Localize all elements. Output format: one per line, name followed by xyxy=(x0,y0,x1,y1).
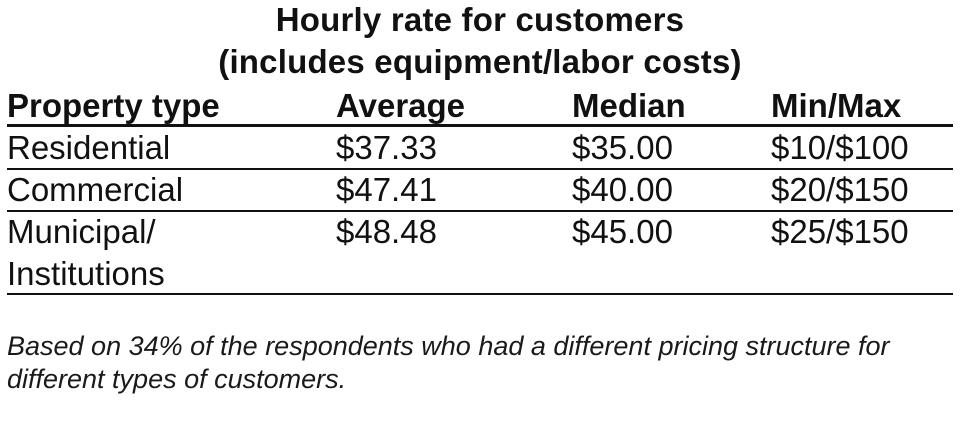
cell-min-max: $20/$150 xyxy=(771,171,909,208)
cell-median: $40.00 xyxy=(572,171,673,208)
cell-median: $45.00 xyxy=(572,213,673,250)
footnote: Based on 34% of the respondents who had … xyxy=(7,331,890,394)
title-line-1: Hourly rate for customers xyxy=(275,1,685,38)
cell-average: $37.33 xyxy=(336,129,437,166)
cell-property-type-continued: Institutions xyxy=(7,255,165,292)
header-median: Median xyxy=(572,87,686,124)
cell-average: $47.41 xyxy=(336,171,437,208)
cell-property-type: Municipal/ xyxy=(7,213,156,250)
cell-min-max: $25/$150 xyxy=(771,213,909,250)
header-min-max: Min/Max xyxy=(771,87,902,124)
cell-property-type: Residential xyxy=(7,129,171,166)
header-divider xyxy=(7,124,953,127)
header-average: Average xyxy=(336,87,466,124)
title-line-2: (includes equipment/labor costs) xyxy=(218,43,742,80)
row-divider xyxy=(7,168,953,170)
cell-average: $48.48 xyxy=(336,213,437,250)
row-divider xyxy=(7,210,953,212)
cell-property-type: Commercial xyxy=(7,171,184,208)
cell-median: $35.00 xyxy=(572,129,673,166)
table-bottom-divider xyxy=(7,293,953,295)
header-property-type: Property type xyxy=(7,87,220,124)
cell-min-max: $10/$100 xyxy=(771,129,909,166)
